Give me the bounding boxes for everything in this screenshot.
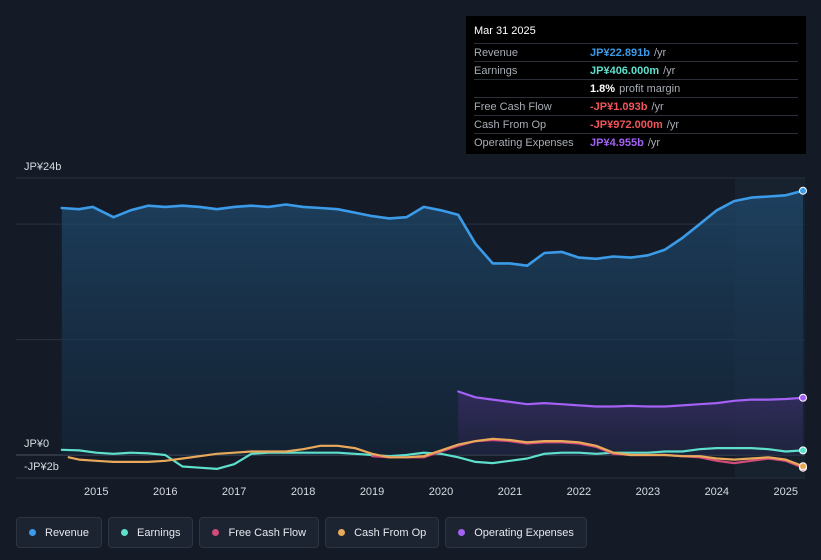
x-tick-label: 2025 (774, 486, 798, 498)
tooltip-row: Revenue JP¥22.891b/yr (474, 43, 798, 61)
x-tick-label: 2022 (567, 486, 591, 498)
legend-item-earnings[interactable]: Earnings (108, 517, 194, 548)
x-tick-label: 2021 (498, 486, 522, 498)
tooltip-label: Revenue (474, 46, 519, 59)
x-tick-label: 2016 (153, 486, 177, 498)
tooltip-label: Earnings (474, 64, 518, 77)
legend-label: Earnings (137, 526, 181, 539)
legend-dot-icon (458, 529, 466, 536)
revenue-area (61, 190, 804, 455)
legend-dot-icon (338, 529, 346, 536)
tooltip-label: Operating Expenses (474, 136, 574, 149)
operating-expenses-line (457, 390, 805, 408)
revenue-line (60, 189, 805, 267)
legend: Revenue Earnings Free Cash Flow Cash From O… (16, 517, 587, 548)
series-lines (60, 189, 805, 470)
y-label-bottom: -JP¥2b (24, 461, 59, 473)
x-tick-label: 2015 (84, 486, 108, 498)
legend-dot-icon (121, 529, 129, 536)
earnings-endpoint (799, 446, 807, 455)
x-tick-label: 2024 (705, 486, 729, 498)
legend-label: Revenue (45, 526, 90, 539)
tooltip-row: Earnings JP¥406.000m/yr (474, 61, 798, 79)
legend-label: Free Cash Flow (228, 526, 307, 539)
revenue-endpoint (799, 186, 807, 195)
tooltip-value: 1.8% (590, 82, 616, 95)
tooltip-value: -JP¥972.000m (590, 118, 663, 131)
tooltip-panel: Mar 31 2025 Revenue JP¥22.891b/yr Earnings… (466, 16, 806, 154)
legend-dot-icon (29, 529, 36, 536)
tooltip-value: -JP¥1.093b (590, 100, 648, 113)
legend-label: Operating Expenses (474, 526, 574, 539)
tooltip-unit: profit margin (619, 82, 681, 95)
tooltip-value: JP¥22.891b (590, 46, 650, 59)
legend-dot-icon (212, 529, 220, 536)
series-endpoints (799, 186, 807, 472)
x-axis-ticks: 2015 2016 2017 2018 2019 2020 2021 2022 2023 2024… (84, 486, 798, 498)
x-tick-label: 2018 (291, 486, 315, 498)
tooltip-label: Free Cash Flow (474, 100, 552, 113)
x-tick-label: 2020 (429, 486, 453, 498)
legend-item-revenue[interactable]: Revenue (16, 517, 103, 548)
tooltip-row: Operating Expenses JP¥4.955b/yr (474, 133, 798, 151)
tooltip-row: Cash From Op -JP¥972.000m/yr (474, 115, 798, 133)
operating-expenses-area (458, 391, 803, 455)
tooltip-value: JP¥4.955b (590, 136, 644, 149)
x-tick-label: 2019 (360, 486, 384, 498)
operating-expenses-endpoint (799, 393, 807, 402)
legend-item-free-cash-flow[interactable]: Free Cash Flow (199, 517, 320, 548)
legend-item-cash-from-op[interactable]: Cash From Op (325, 517, 440, 548)
chart-area: JP¥24b JP¥0 -JP¥2b 2015 2016 2017 2018 2019 2… (16, 161, 807, 498)
tooltip-unit: /yr (666, 118, 680, 131)
tooltip-unit: /yr (651, 100, 664, 113)
cash-from-op-endpoint (799, 462, 807, 471)
tooltip-date: Mar 31 2025 (474, 25, 536, 37)
y-label-zero: JP¥0 (24, 438, 49, 450)
tooltip-row: 1.8% profit margin (474, 79, 798, 97)
x-tick-label: 2017 (222, 486, 246, 498)
tooltip-row: Free Cash Flow -JP¥1.093b/yr (474, 97, 798, 115)
x-tick-label: 2023 (636, 486, 660, 498)
cash-from-op-line (67, 437, 805, 468)
tooltip-unit: /yr (653, 46, 667, 59)
y-label-top: JP¥24b (24, 161, 61, 173)
tooltip-value: JP¥406.000m (590, 64, 660, 77)
area-fills (61, 190, 804, 455)
tooltip-label: Cash From Op (474, 118, 547, 131)
legend-label: Cash From Op (354, 526, 427, 539)
tooltip-unit: /yr (663, 64, 676, 77)
tooltip-unit: /yr (647, 136, 661, 149)
legend-item-operating-expenses[interactable]: Operating Expenses (445, 517, 587, 548)
